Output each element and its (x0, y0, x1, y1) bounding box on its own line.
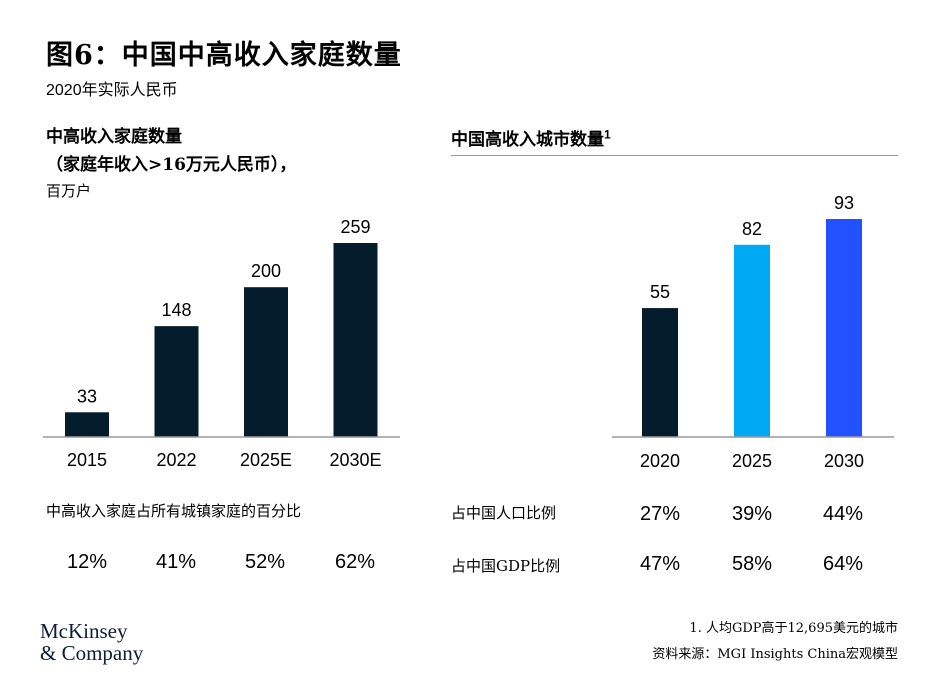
data-label-2025: 82 (742, 219, 762, 239)
bar-2020 (642, 308, 678, 437)
left-stat-value-2015: 12% (66, 551, 108, 573)
left-stat-label: 中高收入家庭占所有城镇家庭的百分比 (46, 502, 302, 520)
bar-2015 (65, 412, 109, 437)
data-label-2025E: 200 (251, 261, 281, 281)
source-note: 资料来源：MGI Insights China宏观模型 (652, 647, 898, 662)
data-label-2030E: 259 (340, 217, 370, 237)
left-chart-title-detail: （家庭年收入>16万元人民币）， (46, 155, 297, 175)
x-tick-label-2020: 2020 (640, 451, 680, 471)
x-tick-label-2015: 2015 (67, 450, 107, 470)
left-stat-value-2022: 41% (155, 551, 197, 573)
right-gdp-2025: 58% (731, 553, 773, 575)
bar-2025E (244, 287, 288, 437)
footnote: 1. 人均GDP高于12,695美元的城市 (689, 621, 898, 636)
right-row-label-gdp: 占中国GDP比例 (451, 557, 561, 575)
right-row-label-population: 占中国人口比例 (451, 504, 557, 522)
left-stat-value-2030E: 62% (334, 551, 376, 573)
right-population-2025: 39% (731, 503, 773, 525)
right-gdp-2020: 47% (639, 553, 681, 575)
right-gdp-2030: 64% (822, 553, 864, 575)
bar-2030E (333, 243, 378, 437)
x-tick-label-2030: 2030 (824, 451, 864, 471)
data-label-2030: 93 (834, 193, 854, 213)
data-label-2015: 33 (77, 386, 97, 406)
data-label-2020: 55 (650, 282, 670, 302)
right-title-divider (451, 155, 898, 156)
bar-2030 (826, 219, 862, 437)
x-tick-label-2025E: 2025E (240, 450, 292, 470)
page-title: 图6：中国中高收入家庭数量 (46, 40, 402, 71)
x-tick-label-2022: 2022 (156, 450, 196, 470)
left-stat-value-2025E: 52% (244, 551, 286, 573)
right-chart-title-footnote-mark: 1 (604, 127, 611, 142)
right-population-2020: 27% (639, 503, 681, 525)
right-chart-title: 中国高收入城市数量1 (451, 127, 611, 150)
left-chart-unit: 百万户 (46, 182, 92, 200)
left-chart-title: 中高收入家庭数量 (46, 127, 182, 147)
x-tick-label-2025: 2025 (732, 451, 772, 471)
x-tick-label-2030E: 2030E (329, 450, 381, 470)
page-subtitle: 2020年实际人民币 (46, 82, 178, 99)
bar-2025 (734, 244, 770, 437)
right-population-2030: 44% (822, 503, 864, 525)
bar-2022 (154, 326, 199, 437)
mckinsey-logo: McKinsey & Company (40, 619, 144, 665)
data-label-2022: 148 (161, 300, 191, 320)
